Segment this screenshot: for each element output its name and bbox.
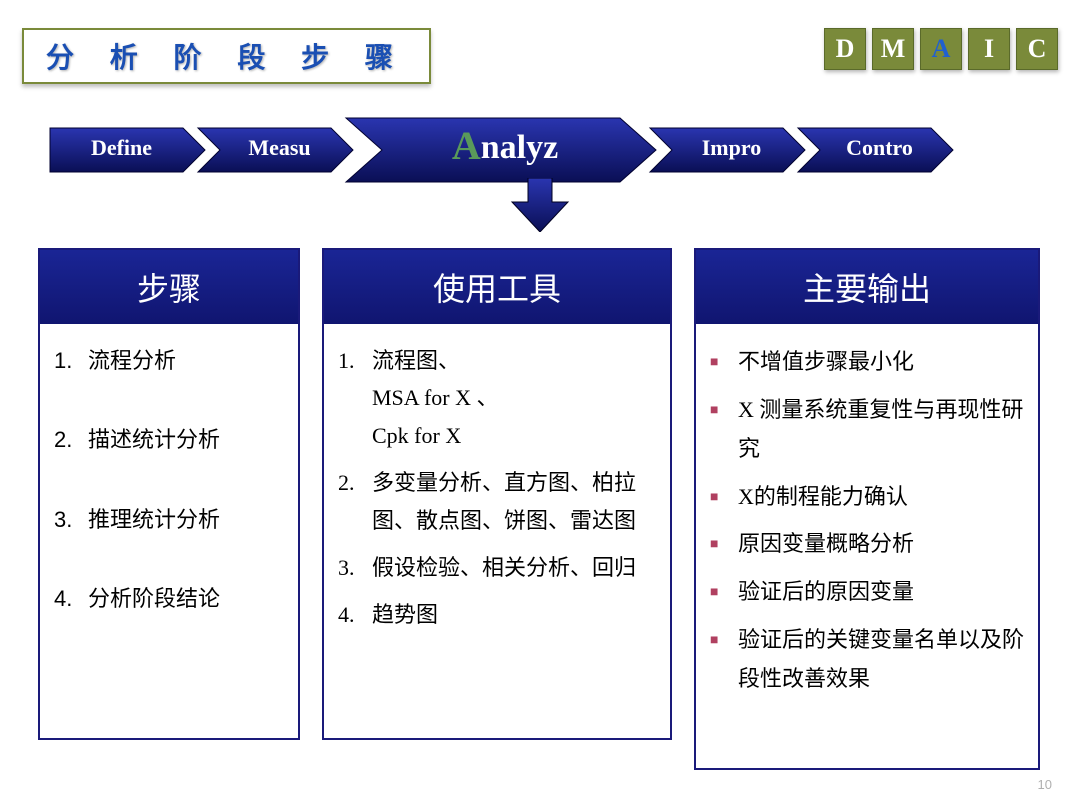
column-outputs-body: ■不增值步骤最小化■X 测量系统重复性与再现性研究■X的制程能力确认■原因变量概…	[696, 324, 1038, 721]
column-tools: 使用工具 1.流程图、 MSA for X 、 Cpk for X2.多变量分析…	[322, 248, 672, 740]
column-tools-header: 使用工具	[324, 250, 670, 324]
dmaic-d: D	[824, 28, 866, 70]
bullet-icon: ■	[710, 390, 738, 469]
down-arrow-icon	[508, 178, 572, 232]
list-number: 1.	[338, 342, 372, 454]
bullet-icon: ■	[710, 342, 738, 382]
list-text: 验证后的关键变量名单以及阶段性改善效果	[738, 620, 1024, 699]
page-title-box: 分 析 阶 段 步 骤	[22, 28, 431, 84]
outputs-item: ■不增值步骤最小化	[710, 342, 1024, 382]
steps-item: 4.分析阶段结论	[54, 580, 284, 617]
outputs-item: ■验证后的关键变量名单以及阶段性改善效果	[710, 620, 1024, 699]
column-steps: 步骤 1.流程分析 2.描述统计分析 3.推理统计分析 4.分析阶段结论	[38, 248, 300, 740]
list-number: 2.	[54, 421, 88, 458]
dmaic-i: I	[968, 28, 1010, 70]
tools-item: 2.多变量分析、直方图、柏拉图、散点图、饼图、雷达图	[338, 464, 656, 539]
bullet-icon: ■	[710, 524, 738, 564]
tools-item: 3.假设检验、相关分析、回归	[338, 549, 656, 586]
chevron-label-contro: Contro	[846, 135, 913, 160]
list-text: X的制程能力确认	[738, 477, 908, 517]
steps-item: 1.流程分析	[54, 342, 284, 379]
chevron-label-analyz: Analyz	[452, 123, 558, 168]
list-text: X 测量系统重复性与再现性研究	[738, 390, 1024, 469]
column-outputs: 主要输出 ■不增值步骤最小化■X 测量系统重复性与再现性研究■X的制程能力确认■…	[694, 248, 1040, 770]
bullet-icon: ■	[710, 620, 738, 699]
outputs-item: ■验证后的原因变量	[710, 572, 1024, 612]
bullet-icon: ■	[710, 572, 738, 612]
list-number: 3.	[338, 549, 372, 586]
column-outputs-header: 主要输出	[696, 250, 1038, 324]
dmaic-c: C	[1016, 28, 1058, 70]
list-text: 分析阶段结论	[88, 580, 220, 617]
dmaic-a: A	[920, 28, 962, 70]
list-number: 4.	[338, 596, 372, 633]
chevron-label-define: Define	[91, 135, 152, 160]
column-steps-header: 步骤	[40, 250, 298, 324]
chevron-label-impro: Impro	[702, 135, 762, 160]
column-tools-body: 1.流程图、 MSA for X 、 Cpk for X2.多变量分析、直方图、…	[324, 324, 670, 658]
outputs-item: ■X的制程能力确认	[710, 477, 1024, 517]
list-number: 4.	[54, 580, 88, 617]
list-text: 推理统计分析	[88, 501, 220, 538]
columns-container: 步骤 1.流程分析2.描述统计分析3.推理统计分析4.分析阶段结论 使用工具 1…	[38, 248, 1042, 770]
bullet-icon: ■	[710, 477, 738, 517]
steps-item: 2.描述统计分析	[54, 421, 284, 458]
list-text: 趋势图	[372, 596, 438, 633]
list-text: 描述统计分析	[88, 421, 220, 458]
list-text: 流程分析	[88, 342, 176, 379]
list-text: 多变量分析、直方图、柏拉图、散点图、饼图、雷达图	[372, 464, 656, 539]
list-text: 流程图、 MSA for X 、 Cpk for X	[372, 342, 499, 454]
list-text: 不增值步骤最小化	[738, 342, 914, 382]
list-text: 验证后的原因变量	[738, 572, 914, 612]
outputs-item: ■原因变量概略分析	[710, 524, 1024, 564]
chevron-label-measu: Measu	[248, 135, 310, 160]
dmaic-m: M	[872, 28, 914, 70]
column-steps-body: 1.流程分析 2.描述统计分析 3.推理统计分析 4.分析阶段结论	[40, 324, 298, 674]
page-number: 10	[1038, 777, 1052, 792]
list-number: 1.	[54, 342, 88, 379]
tools-item: 1.流程图、 MSA for X 、 Cpk for X	[338, 342, 656, 454]
page-title: 分 析 阶 段 步 骤	[46, 42, 407, 73]
outputs-item: ■X 测量系统重复性与再现性研究	[710, 390, 1024, 469]
list-number: 2.	[338, 464, 372, 539]
dmaic-badges: DMAIC	[824, 28, 1058, 70]
process-chevrons: Define Measu Impro Contro Analyz	[50, 118, 1030, 182]
list-number: 3.	[54, 501, 88, 538]
list-text: 假设检验、相关分析、回归	[372, 549, 636, 586]
tools-item: 4.趋势图	[338, 596, 656, 633]
steps-item: 3.推理统计分析	[54, 501, 284, 538]
list-text: 原因变量概略分析	[738, 524, 914, 564]
